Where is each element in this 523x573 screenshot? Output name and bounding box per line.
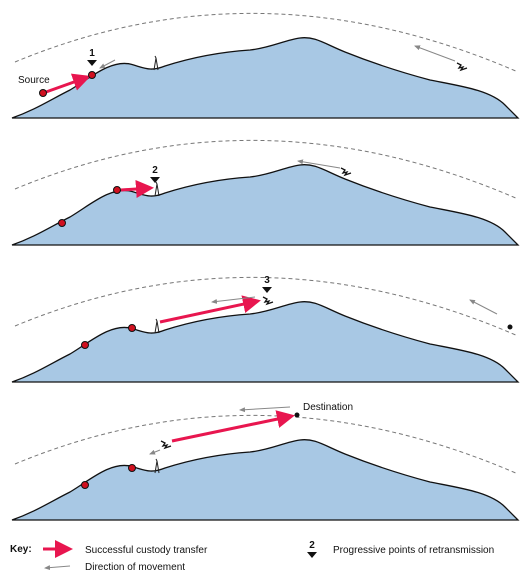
node	[129, 325, 136, 332]
key-step-marker	[307, 552, 317, 558]
terrain	[12, 440, 518, 520]
node	[82, 482, 89, 489]
custody-arrow	[121, 188, 151, 190]
node	[59, 220, 66, 227]
step-number: 2	[152, 165, 158, 176]
key-movement-symbol	[45, 566, 70, 568]
node	[129, 465, 136, 472]
diagram: Source 1 2 3 Destination Key: Successful…	[0, 0, 523, 573]
antenna	[155, 182, 159, 196]
key-movement-label: Direction of movement	[85, 562, 185, 573]
key-title: Key:	[10, 544, 32, 555]
node	[82, 342, 89, 349]
node	[89, 72, 96, 79]
transmission-icon	[457, 63, 467, 70]
panel-4: Destination	[12, 402, 518, 520]
step-marker	[262, 287, 272, 293]
custody-arrow	[172, 416, 292, 441]
node	[114, 187, 121, 194]
terrain	[12, 165, 518, 245]
transmission-icon	[341, 168, 351, 175]
key-step-number: 2	[309, 540, 315, 551]
antenna	[154, 56, 158, 70]
movement-arrow	[212, 297, 255, 302]
panel-2: 2	[12, 140, 518, 245]
node	[40, 90, 47, 97]
transmission-icon	[161, 441, 171, 448]
movement-arrow	[240, 407, 290, 410]
source-label: Source	[18, 75, 50, 86]
movement-arrow	[470, 300, 497, 314]
destination-label: Destination	[303, 402, 353, 413]
panel-1: Source 1	[12, 13, 518, 118]
panel-3: 3	[12, 275, 518, 382]
key-custody-label: Successful custody transfer	[85, 545, 208, 556]
node	[295, 413, 300, 418]
node	[508, 325, 513, 330]
movement-arrow	[150, 450, 160, 454]
antenna	[155, 319, 159, 333]
transmission-icon	[263, 297, 273, 304]
step-number: 3	[264, 275, 270, 286]
key-retransmission-label: Progressive points of retransmission	[333, 545, 494, 556]
step-marker	[150, 177, 160, 183]
movement-arrow	[415, 46, 455, 61]
terrain	[12, 302, 518, 382]
key: Key: Successful custody transfer Directi…	[10, 540, 494, 573]
step-marker	[87, 60, 97, 66]
step-number: 1	[89, 48, 95, 59]
